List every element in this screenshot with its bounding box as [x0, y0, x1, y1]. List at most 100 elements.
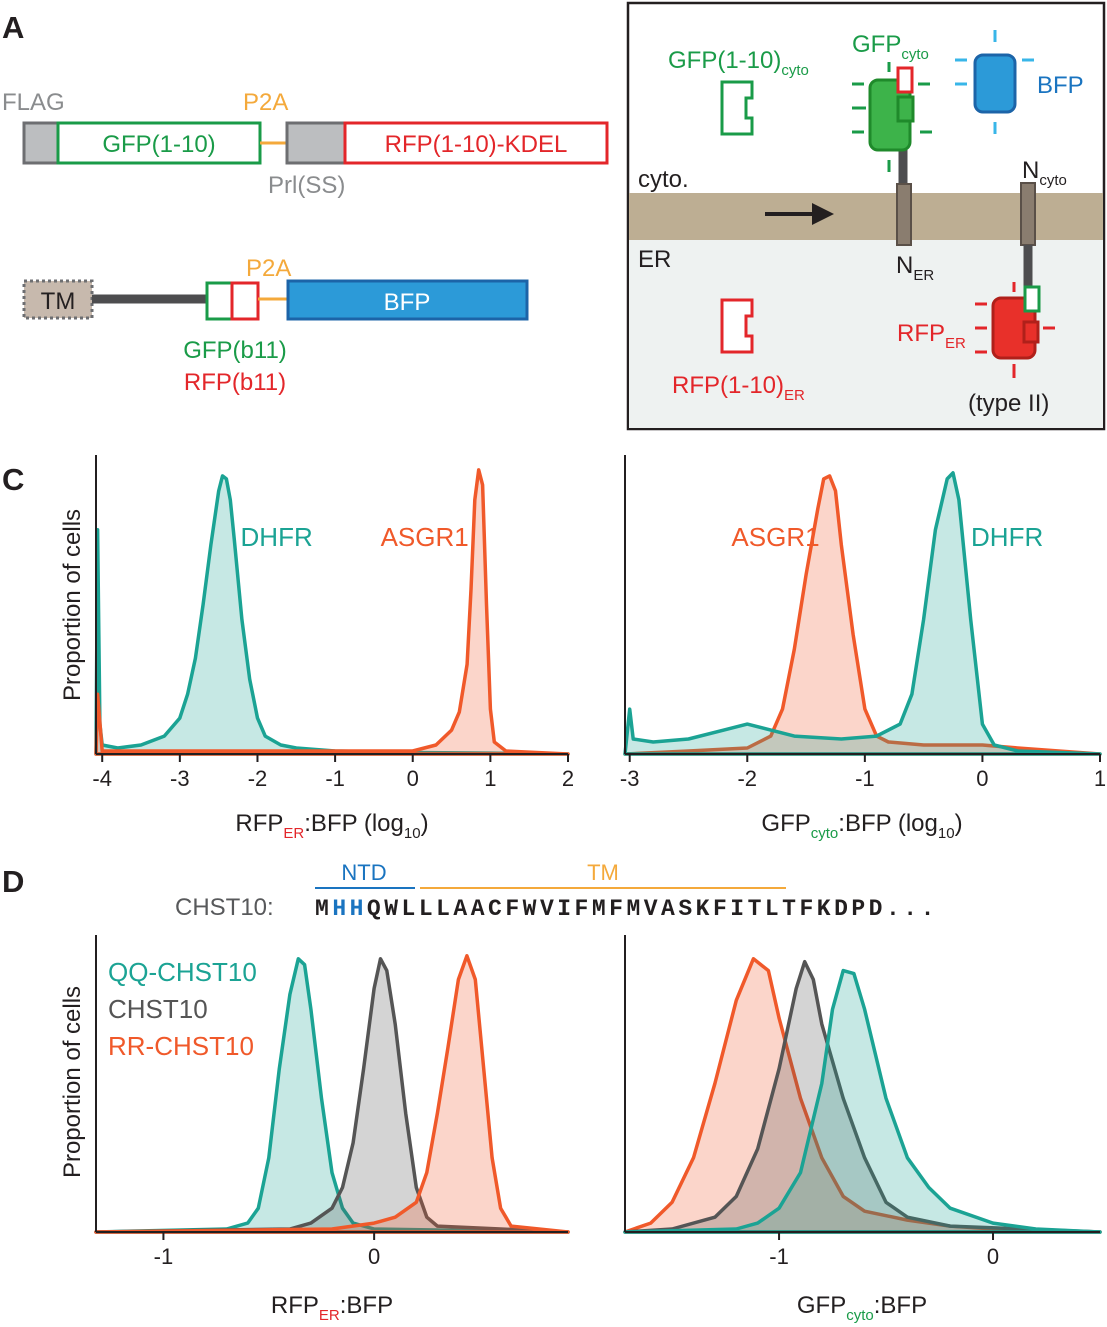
- rfp-complete-label: RFPER: [897, 320, 966, 352]
- gfp-tag: [1023, 285, 1041, 313]
- panel-label: C: [2, 462, 24, 497]
- x-tick-label: -3: [170, 766, 190, 791]
- rfp-tag: [230, 281, 260, 321]
- panel-label: D: [2, 864, 24, 899]
- label-sub: ER: [913, 267, 934, 284]
- tm-label: TM: [587, 860, 619, 885]
- flag-label: FLAG: [2, 89, 65, 116]
- label-sub: cyto: [811, 825, 839, 842]
- panel-label: A: [2, 10, 24, 45]
- gfp-tag: [205, 281, 234, 321]
- label-main: GFP(1-10): [668, 47, 781, 74]
- label-main: :BFP: [340, 1292, 393, 1319]
- bfp-rays: [955, 30, 1034, 134]
- series-label: ASGR1: [381, 522, 469, 552]
- x-axis-label: GFPcyto:BFP (log10): [761, 810, 962, 842]
- bfp-barrel: [973, 53, 1017, 114]
- bfp-label: BFP: [1037, 72, 1084, 99]
- label-main: ): [421, 810, 429, 837]
- gfp-split: [720, 80, 754, 136]
- x-tick-label: -2: [248, 766, 268, 791]
- legend-label: QQ-CHST10: [108, 957, 257, 987]
- density-area: [94, 957, 570, 1234]
- label-main: ): [955, 810, 963, 837]
- x-tick-label: 0: [368, 1244, 380, 1269]
- series-label: ASGR1: [731, 522, 819, 552]
- signal-label: Prl(SS): [268, 172, 345, 199]
- type-label: (type II): [968, 390, 1049, 417]
- tm-box: [22, 279, 94, 320]
- residues: M: [315, 896, 332, 922]
- x-tick-label: 1: [1094, 766, 1106, 791]
- legend-label: RR-CHST10: [108, 1031, 254, 1061]
- signal-box: [285, 121, 347, 165]
- density-area: [94, 468, 570, 756]
- label-main: RFP: [897, 320, 945, 347]
- x-axis-label: RFPER:BFP (log10): [235, 810, 428, 842]
- construct-reporter: FLAG P2A GFP(1-10) RFP(1-10)-KDEL Prl(SS…: [2, 89, 609, 199]
- density-area: [623, 968, 1102, 1234]
- label-sub: ER: [319, 1307, 340, 1324]
- label-main: GFP: [797, 1292, 846, 1319]
- label-main: :BFP (log: [304, 810, 404, 837]
- series-label: DHFR: [241, 522, 313, 552]
- p2a-label: P2A: [246, 255, 291, 282]
- rfp-split: [720, 298, 754, 354]
- topology-diagram: GFP(1-10)cyto GFPcyto BFP cyto. ER NER N…: [626, 1, 1106, 431]
- label-sub: 10: [404, 825, 421, 842]
- n-cyto-label: Ncyto: [1022, 157, 1067, 189]
- gfp-rays: [852, 62, 932, 172]
- rfp-strand: [1022, 320, 1040, 344]
- gfp-complete-label: GFPcyto: [852, 31, 929, 63]
- residues-highlight: HH: [332, 896, 367, 922]
- x-tick-label: 2: [562, 766, 574, 791]
- y-axis-label: Proportion of cells: [59, 509, 86, 701]
- residues: QWLLLAACFWVIFMFMVASKFITLTFKDPD...: [367, 896, 938, 922]
- rfp-split-label: RFP(1-10)ER: [672, 372, 805, 404]
- x-tick-label: -1: [769, 1244, 789, 1269]
- label-main: N: [1022, 157, 1039, 184]
- density-area: [623, 471, 1102, 756]
- sequence-name: CHST10:: [175, 894, 274, 921]
- tm-segment: [1020, 182, 1036, 246]
- rfp-rays: [975, 282, 1055, 378]
- label-main: RFP: [235, 810, 283, 837]
- tm-label: TM: [41, 288, 76, 315]
- x-tick-label: 1: [484, 766, 496, 791]
- x-tick-label: -2: [737, 766, 757, 791]
- bfp-box: [286, 279, 529, 321]
- label-sub: cyto: [846, 1307, 874, 1324]
- y-axis-label: Proportion of cells: [59, 986, 86, 1178]
- cyto-label: cyto.: [638, 166, 689, 193]
- x-axis-label: RFPER:BFP: [271, 1292, 393, 1324]
- label-main: N: [896, 252, 913, 279]
- bfp-label: BFP: [384, 289, 431, 316]
- density-area: [623, 959, 1102, 1234]
- label-sub: cyto: [781, 62, 809, 79]
- rfp-label: RFP(1-10)-KDEL: [385, 131, 568, 158]
- density-area: [94, 474, 570, 756]
- ntd-label: NTD: [341, 860, 386, 885]
- gfp-label: GFP(1-10): [102, 131, 215, 158]
- x-tick-label: -1: [855, 766, 875, 791]
- density-area: [94, 954, 570, 1234]
- flag-box: [22, 121, 60, 165]
- x-tick-label: 0: [976, 766, 988, 791]
- label-sub: ER: [283, 825, 304, 842]
- label-main: GFP: [852, 31, 901, 58]
- arrow-head: [812, 203, 834, 225]
- gfp-tag-label: GFP(b11): [183, 337, 287, 364]
- label-sub: cyto: [901, 46, 929, 63]
- n-er-label: NER: [896, 252, 934, 284]
- construct-substrate: TM P2A BFP GFP(b11) RFP(b11): [22, 255, 529, 396]
- density-area: [623, 474, 1102, 756]
- p2a-label: P2A: [243, 89, 288, 116]
- label-sub: ER: [784, 387, 805, 404]
- x-tick-label: 0: [407, 766, 419, 791]
- legend-label: CHST10: [108, 994, 208, 1024]
- label-main: :BFP: [874, 1292, 927, 1319]
- rfp-box: [343, 121, 609, 165]
- label-sub: 10: [938, 825, 955, 842]
- x-tick-label: -1: [154, 1244, 174, 1269]
